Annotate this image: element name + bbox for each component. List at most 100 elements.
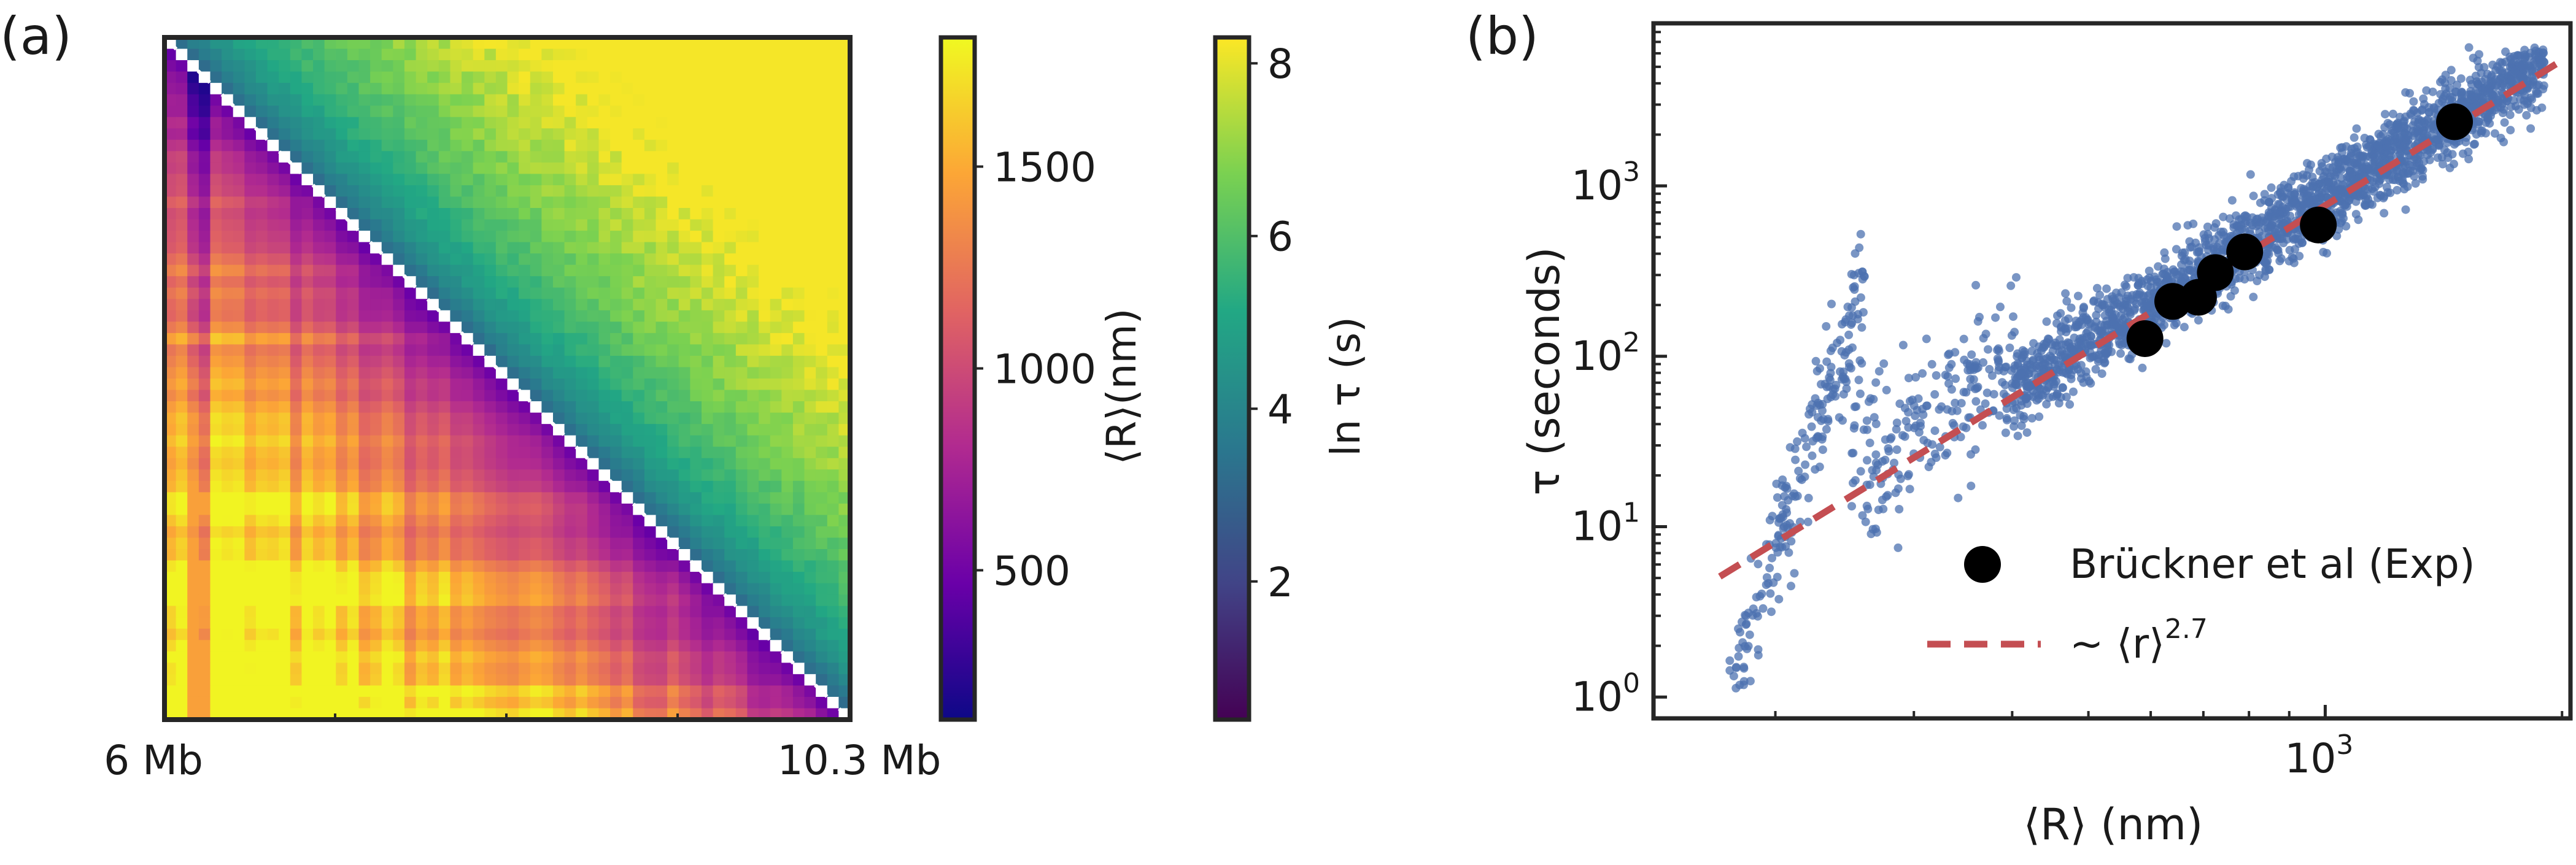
heatmap-cell <box>438 379 451 391</box>
heatmap-cell <box>541 492 554 504</box>
heatmap-cell <box>690 299 702 311</box>
heatmap-cell <box>667 264 679 277</box>
heatmap-cell <box>324 651 337 664</box>
heatmap-cell <box>473 333 485 345</box>
heatmap-cell <box>210 401 222 413</box>
heatmap-cell <box>462 287 474 300</box>
heatmap-cell <box>838 242 850 254</box>
heatmap-cell <box>290 617 303 629</box>
heatmap-cell <box>519 117 531 129</box>
heatmap-cell <box>462 276 474 288</box>
heatmap-cell <box>164 606 177 618</box>
heatmap-cell <box>462 253 474 266</box>
heatmap-cell <box>724 94 737 106</box>
heatmap-cell <box>324 185 337 198</box>
heatmap-cell <box>621 333 634 345</box>
heatmap-cell <box>233 617 246 629</box>
heatmap-cell <box>438 503 451 516</box>
heatmap-cell <box>176 128 188 140</box>
heatmap-cell <box>324 480 337 493</box>
heatmap-cell <box>336 71 348 83</box>
heatmap-cell <box>404 480 417 493</box>
heatmap-cell <box>198 708 211 720</box>
sim-point <box>1863 456 1871 465</box>
heatmap-cell <box>244 674 257 686</box>
heatmap-cell <box>347 60 360 72</box>
heatmap-cell <box>541 367 554 379</box>
heatmap-cell <box>336 572 348 584</box>
heatmap-cell <box>301 37 314 50</box>
heatmap-cell <box>507 696 519 709</box>
heatmap-cell <box>644 651 657 664</box>
heatmap-cell <box>644 174 657 186</box>
heatmap-cell <box>427 447 439 459</box>
heatmap-cell <box>827 174 840 186</box>
heatmap-cell <box>838 435 850 447</box>
heatmap-cell <box>462 117 474 129</box>
heatmap-cell <box>678 424 691 436</box>
heatmap-cell <box>770 492 783 504</box>
heatmap-cell <box>222 696 234 709</box>
heatmap-cell <box>621 447 634 459</box>
heatmap-cell <box>735 480 748 493</box>
heatmap-cell <box>713 572 725 584</box>
heatmap-cell <box>770 106 783 118</box>
heatmap-cell <box>781 117 794 129</box>
heatmap-cell <box>576 37 588 50</box>
heatmap-cell <box>678 435 691 447</box>
heatmap-cell <box>519 355 531 368</box>
heatmap-cell <box>507 264 519 277</box>
heatmap-cell <box>313 276 325 288</box>
heatmap-cell <box>816 139 828 152</box>
heatmap-cell <box>381 333 394 345</box>
heatmap-cell <box>644 83 657 95</box>
heatmap-cell <box>656 276 668 288</box>
heatmap-cell <box>701 367 714 379</box>
heatmap-cell <box>678 37 691 50</box>
heatmap-cell <box>552 231 565 243</box>
heatmap-cell <box>347 663 360 675</box>
heatmap-cell <box>393 480 405 493</box>
heatmap-cell <box>233 515 246 527</box>
heatmap-cell <box>541 219 554 231</box>
heatmap-cell <box>164 560 177 572</box>
heatmap-cell <box>233 208 246 220</box>
heatmap-cell <box>324 287 337 300</box>
heatmap-cell <box>393 628 405 641</box>
heatmap-cell <box>519 37 531 50</box>
heatmap-cell <box>290 663 303 675</box>
heatmap-cell <box>324 594 337 607</box>
heatmap-cell <box>347 412 360 425</box>
heatmap-cell <box>667 117 679 129</box>
heatmap-cell <box>198 685 211 698</box>
heatmap-cell <box>610 208 622 220</box>
heatmap-cell <box>701 503 714 516</box>
heatmap-cell <box>462 367 474 379</box>
heatmap-cell <box>656 583 668 595</box>
heatmap-cell <box>187 333 199 345</box>
heatmap-cell <box>770 117 783 129</box>
heatmap-cell <box>222 151 234 163</box>
heatmap-cell <box>370 231 382 243</box>
heatmap-cell <box>759 379 771 391</box>
heatmap-cell <box>267 276 279 288</box>
heatmap-cell <box>827 606 840 618</box>
heatmap-cell <box>290 379 303 391</box>
heatmap-cell <box>610 515 622 527</box>
heatmap-cell <box>313 83 325 95</box>
heatmap-cell <box>724 435 737 447</box>
heatmap-cell <box>701 139 714 152</box>
heatmap-cell <box>519 242 531 254</box>
heatmap-cell <box>347 424 360 436</box>
heatmap-cell <box>255 674 268 686</box>
heatmap-cell <box>792 708 805 720</box>
heatmap-cell <box>176 447 188 459</box>
heatmap-cell <box>313 174 325 186</box>
heatmap-cell <box>438 401 451 413</box>
heatmap-cell <box>244 287 257 300</box>
heatmap-cell <box>416 208 428 220</box>
heatmap-cell <box>816 628 828 641</box>
heatmap-cell <box>564 458 576 471</box>
heatmap-cell <box>724 344 737 356</box>
heatmap-cell <box>164 83 177 95</box>
